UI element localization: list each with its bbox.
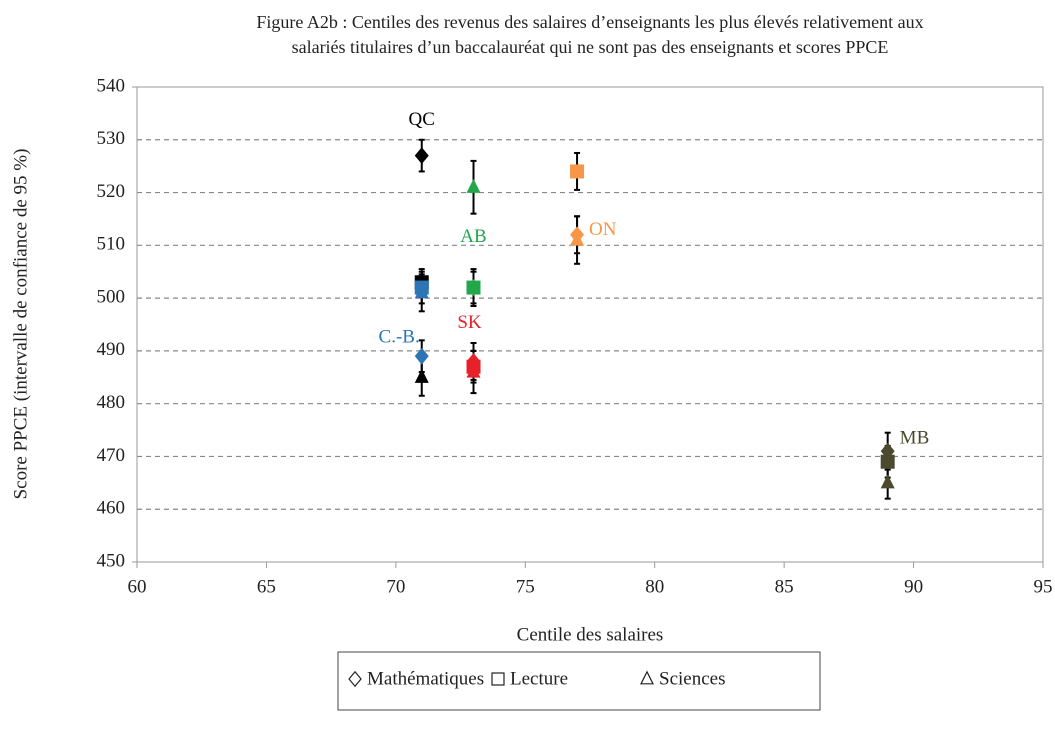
legend-label: Mathématiques — [367, 668, 484, 689]
plot-frame — [136, 86, 1044, 563]
x-tick-label: 75 — [516, 576, 535, 597]
marker — [466, 279, 481, 296]
marker — [414, 347, 429, 365]
y-tick-label: 520 — [97, 181, 126, 202]
province-label: QC — [409, 109, 435, 130]
marker — [570, 164, 585, 179]
legend-symbol — [348, 670, 362, 688]
x-tick-label: 95 — [1034, 576, 1053, 597]
marker — [466, 363, 481, 378]
y-tick-label: 480 — [97, 392, 126, 413]
marker — [880, 454, 895, 469]
y-axis-label: Score PPCE (intervalle de confiance de 9… — [10, 149, 31, 500]
x-tick-label: 85 — [775, 576, 794, 597]
legend-symbol — [640, 670, 654, 685]
legend-label: Sciences — [659, 668, 725, 689]
chart-title: salariés titulaires d’un baccalauréat qu… — [292, 37, 889, 57]
y-tick-label: 450 — [97, 550, 126, 571]
y-tick-label: 470 — [97, 445, 126, 466]
province-label: SK — [457, 312, 482, 333]
marker — [414, 284, 429, 299]
x-tick-label: 70 — [386, 576, 405, 597]
x-tick-label: 60 — [128, 576, 147, 597]
x-tick-label: 80 — [645, 576, 664, 597]
x-tick-label: 90 — [904, 576, 923, 597]
province-label: C.-B. — [379, 327, 420, 348]
y-tick-label: 510 — [97, 234, 126, 255]
y-tick-label: 540 — [97, 75, 126, 96]
y-tick-label: 490 — [97, 339, 126, 360]
legend-box — [337, 651, 821, 711]
marker — [414, 147, 429, 165]
marker — [466, 178, 481, 193]
province-label: AB — [460, 226, 486, 247]
marker — [466, 353, 481, 370]
y-tick-label: 460 — [97, 498, 126, 519]
marker — [880, 474, 895, 489]
y-tick-label: 500 — [97, 286, 126, 307]
province-label: ON — [589, 219, 617, 240]
legend-label: Lecture — [510, 668, 568, 689]
marker — [414, 368, 429, 383]
marker — [570, 226, 585, 244]
legend-symbol — [491, 672, 505, 686]
y-tick-label: 530 — [97, 128, 126, 149]
x-tick-label: 65 — [257, 576, 276, 597]
marker — [880, 442, 895, 460]
province-label: MB — [900, 428, 930, 449]
chart-title: Figure A2b : Centiles des revenus des sa… — [256, 12, 923, 32]
x-axis-label: Centile des salaires — [517, 624, 664, 645]
